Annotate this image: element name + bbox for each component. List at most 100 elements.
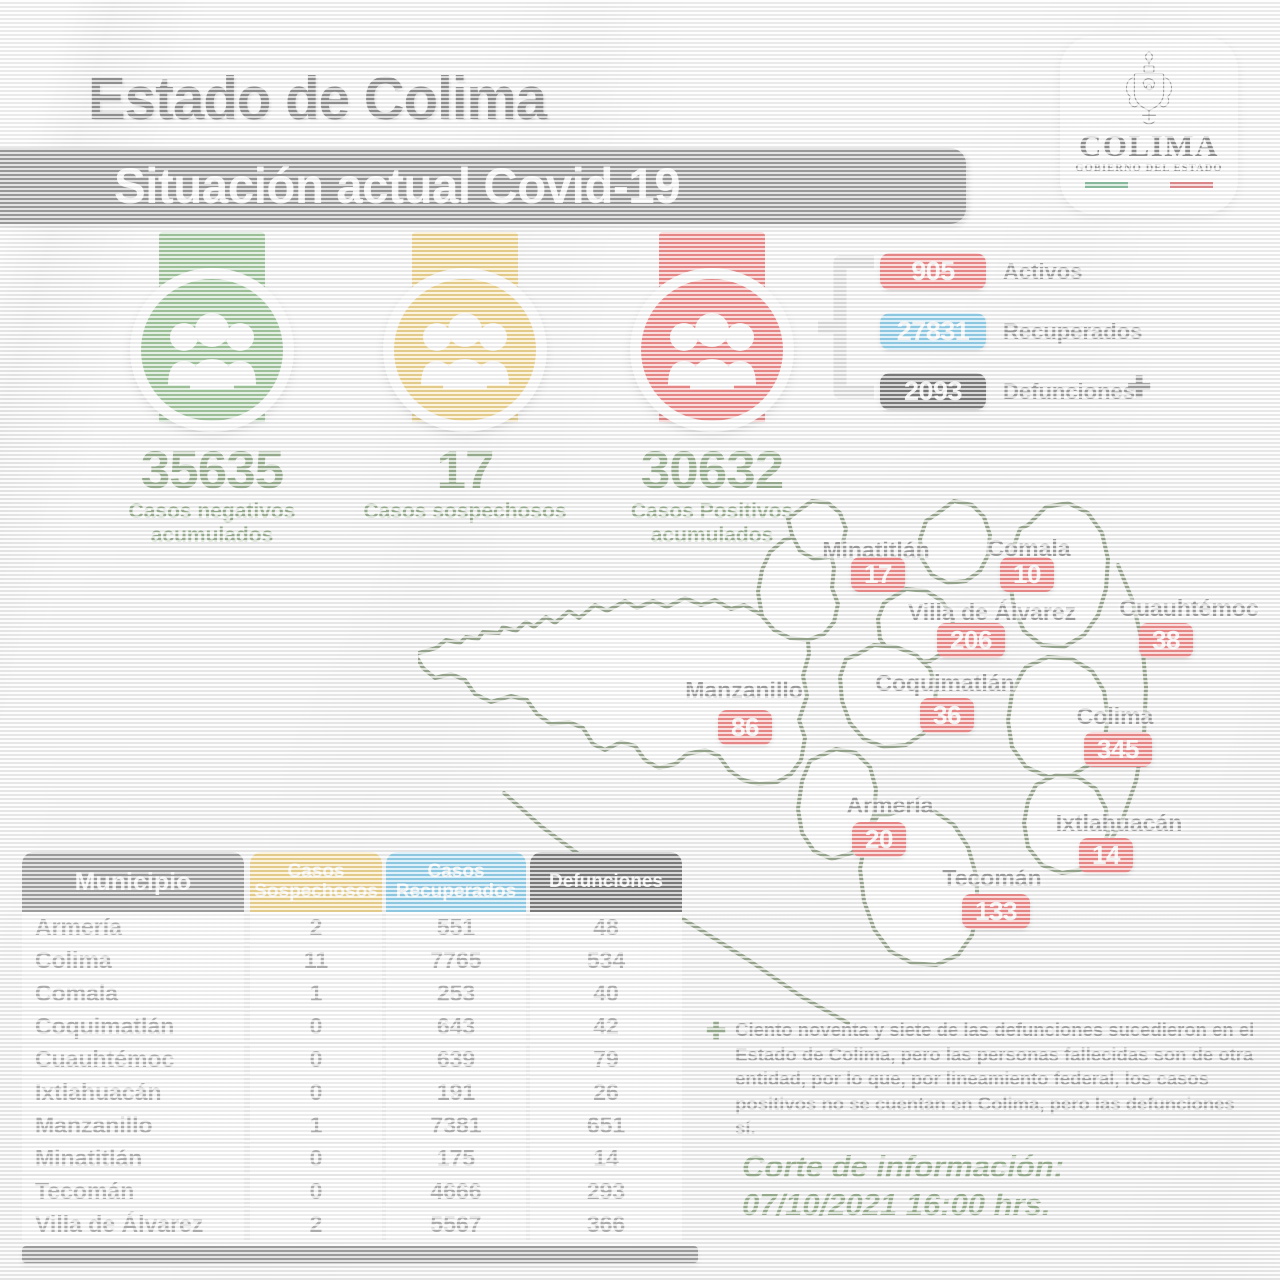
cell-defunciones: 534: [530, 945, 682, 978]
cutoff-label: Corte de información:: [742, 1149, 1065, 1184]
stat-circle: [383, 268, 547, 432]
footnote: ✚ Ciento noventa y siete de las defuncio…: [706, 1018, 1258, 1141]
cell-sospechosos: 0: [250, 1143, 382, 1176]
map-badge-minatitlan: 17: [851, 557, 905, 592]
page-subtitle: Situación actual Covid-19: [114, 158, 681, 214]
th-line2: Sospechosos: [254, 881, 378, 902]
cell-municipio: Comala: [22, 978, 244, 1011]
cell-sospechosos: 2: [250, 912, 382, 945]
cell-defunciones: 366: [530, 1209, 682, 1242]
th-line2: Recuperados: [395, 881, 517, 902]
cell-defunciones: 293: [530, 1176, 682, 1209]
map-badge-colima: 345: [1084, 732, 1152, 767]
map-badge-armeria: 20: [852, 822, 906, 857]
cell-municipio: Manzanillo: [22, 1110, 244, 1143]
map-label-cuauhtemoc: Cuauhtémoc: [1119, 595, 1259, 621]
cell-municipio: Tecomán: [22, 1176, 244, 1209]
cell-sospechosos: 0: [250, 1044, 382, 1077]
table-row: Cuauhtémoc 0 639 79: [22, 1044, 700, 1077]
map-label-coquimatlan: Coquimatlán: [875, 670, 1015, 696]
map-badge-cuauhtemoc: 38: [1139, 623, 1193, 658]
cell-defunciones: 26: [530, 1077, 682, 1110]
cell-sospechosos: 0: [250, 1011, 382, 1044]
stat-value: 30632: [640, 441, 784, 500]
cell-recuperados: 4666: [386, 1176, 526, 1209]
cell-municipio: Coquimatlán: [22, 1011, 244, 1044]
cell-defunciones: 42: [530, 1011, 682, 1044]
table-row: Comala 1 253 40: [22, 978, 700, 1011]
cell-municipio: Minatitlán: [22, 1143, 244, 1176]
cell-municipio: Colima: [22, 945, 244, 978]
map-badge-villa-de-alvarez: 206: [937, 623, 1005, 658]
map-region-comala: [918, 499, 992, 585]
cell-municipio: Villa de Álvarez: [22, 1209, 244, 1242]
stat-circle: [130, 268, 294, 432]
cutoff-value: 07/10/2021 16:00 hrs.: [742, 1187, 1051, 1223]
cell-recuperados: 5567: [386, 1209, 526, 1242]
cell-sospechosos: 0: [250, 1176, 382, 1209]
bracket-connector-icon: [818, 255, 874, 399]
colima-government-logo: COLIMA GOBIERNO DEL ESTADO: [1060, 36, 1238, 214]
people-icon: [421, 313, 509, 389]
map-badge-ixtlahuacan: 14: [1079, 838, 1133, 873]
table-row: Armería 2 551 48: [22, 912, 700, 945]
table-row: Coquimatlán 0 643 42: [22, 1011, 700, 1044]
breakdown-row-recuperados: 27831 Recuperados: [880, 313, 1142, 350]
breakdown-row-activos: 905 Activos: [880, 253, 1082, 290]
cell-recuperados: 253: [386, 978, 526, 1011]
cell-sospechosos: 0: [250, 1077, 382, 1110]
cell-sospechosos: 1: [250, 1110, 382, 1143]
breakdown-row-defunciones: 2093 Defunciones: [880, 373, 1135, 410]
cell-recuperados: 639: [386, 1044, 526, 1077]
coat-of-arms-icon: [1125, 51, 1173, 125]
map-label-armeria: Armería: [846, 792, 934, 818]
table-header-municipio: Municipio: [22, 852, 244, 912]
logo-tagline: GOBIERNO DEL ESTADO: [1075, 163, 1223, 174]
table-header-casos-sospechosos: Casos Sospechosos: [250, 852, 382, 912]
table-row: Villa de Álvarez 2 5567 366: [22, 1209, 700, 1242]
th-line1: Casos: [427, 861, 485, 883]
table-header-row: Municipio Casos Sospechosos Casos Recupe…: [22, 852, 700, 912]
breakdown-badge: 27831: [880, 313, 986, 350]
cell-defunciones: 79: [530, 1044, 682, 1077]
cell-recuperados: 7765: [386, 945, 526, 978]
table-footer-bar: [22, 1246, 698, 1263]
mexico-flag-stripe: [1085, 182, 1214, 188]
cell-recuperados: 191: [386, 1077, 526, 1110]
flag-stripe: [1127, 182, 1171, 188]
map-badge-manzanillo: 86: [718, 710, 772, 745]
table-row: Colima 11 7765 534: [22, 945, 700, 978]
th-line1: Casos: [287, 861, 345, 883]
stat-label-line2: acumulados: [150, 523, 274, 547]
table-header-defunciones: Defunciones: [530, 852, 682, 912]
cell-defunciones: 651: [530, 1110, 682, 1143]
municipality-data-table: Municipio Casos Sospechosos Casos Recupe…: [22, 852, 700, 1263]
map-label-manzanillo: Manzanillo: [685, 677, 803, 703]
cell-sospechosos: 2: [250, 1209, 382, 1242]
breakdown-label: Recuperados: [1003, 318, 1143, 344]
cell-municipio: Ixtlahuacán: [22, 1077, 244, 1110]
cell-recuperados: 643: [386, 1011, 526, 1044]
table-row: Minatitlán 0 175 14: [22, 1143, 700, 1176]
logo-wordmark: COLIMA: [1079, 128, 1219, 163]
map-label-villa-de-alvarez: Villa de Álvarez: [907, 599, 1077, 625]
stat-value: 35635: [140, 441, 284, 500]
people-icon: [668, 313, 756, 389]
footnote-text: Ciento noventa y siete de las defuncione…: [735, 1019, 1255, 1139]
cell-recuperados: 551: [386, 912, 526, 945]
people-icon: [168, 313, 256, 389]
breakdown-badge: 2093: [880, 373, 986, 410]
breakdown-label: Activos: [1003, 258, 1083, 284]
stat-circle: [630, 268, 794, 432]
cell-sospechosos: 11: [250, 945, 382, 978]
table-header-casos-recuperados: Casos Recuperados: [386, 852, 526, 912]
cell-recuperados: 7381: [386, 1110, 526, 1143]
stat-label: Casos negativos acumulados: [129, 500, 296, 548]
table-row: Ixtlahuacán 0 191 26: [22, 1077, 700, 1110]
map-label-tecoman: Tecomán: [942, 865, 1042, 891]
flag-stripe: [1170, 182, 1214, 188]
cell-municipio: Cuauhtémoc: [22, 1044, 244, 1077]
breakdown-label: Defunciones: [1003, 378, 1136, 404]
map-badge-tecoman: 133: [962, 894, 1030, 929]
footnote-marker-icon: ✚: [1127, 372, 1152, 404]
